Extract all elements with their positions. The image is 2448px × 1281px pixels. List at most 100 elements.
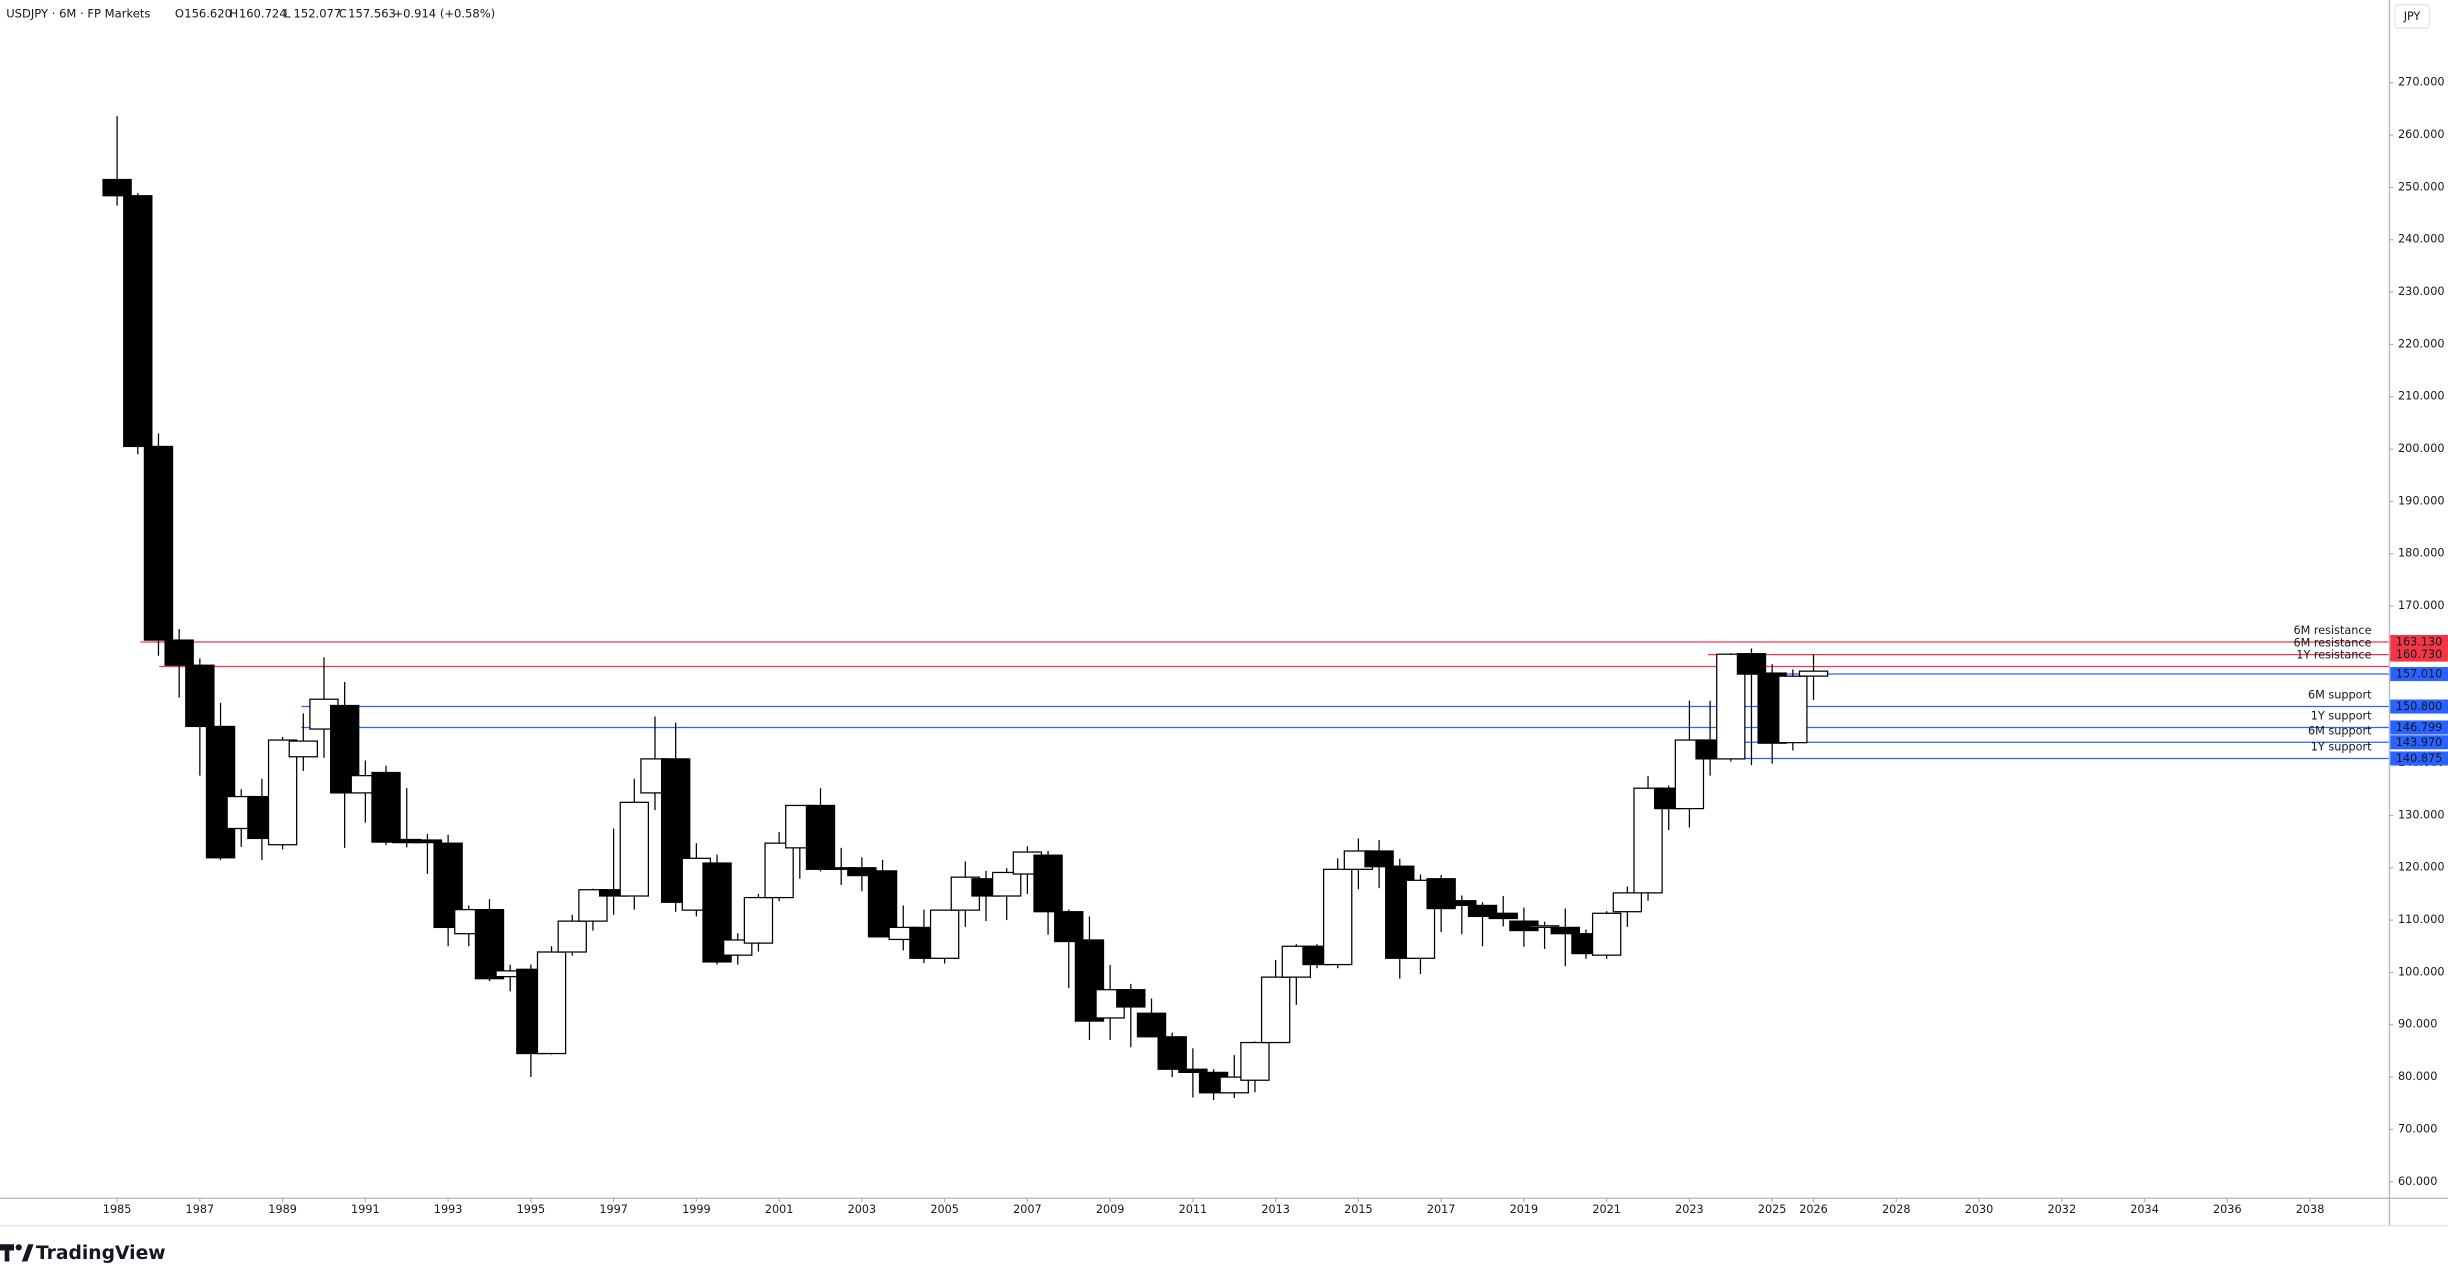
- currency-box[interactable]: [2394, 4, 2430, 29]
- x-tick-label: 2021: [1592, 1203, 1621, 1216]
- x-tick-label: 2026: [1799, 1203, 1828, 1216]
- candle-body: [1323, 868, 1353, 966]
- y-tick-label: 90.000: [2398, 1018, 2437, 1031]
- candle: [1054, 909, 1084, 989]
- candle: [743, 893, 774, 952]
- candle: [1240, 1041, 1270, 1093]
- candle-body: [1612, 892, 1643, 913]
- candle: [578, 888, 608, 931]
- y-tick-label: 210.000: [2398, 390, 2444, 403]
- x-tick-label: 2011: [1179, 1203, 1208, 1216]
- level-tag-label: 143.970: [2396, 736, 2442, 749]
- candle: [536, 946, 567, 1055]
- candle: [205, 702, 236, 860]
- candle: [185, 658, 215, 776]
- candle-body: [267, 739, 298, 846]
- x-tick-label: 1993: [434, 1203, 463, 1216]
- candle: [1488, 896, 1518, 927]
- candle-body: [723, 939, 753, 956]
- logo-text: TradingView: [36, 1243, 166, 1264]
- level-name: 6M resistance: [2293, 624, 2371, 637]
- candle-body: [1054, 911, 1084, 943]
- level-tag-label: 157.010: [2396, 668, 2442, 681]
- ohlc-key: O: [175, 7, 184, 21]
- x-tick-label: 2007: [1013, 1203, 1042, 1216]
- candle: [1612, 886, 1643, 927]
- candle-body: [164, 639, 194, 666]
- candle: [1591, 911, 1622, 959]
- x-tick-label: 2003: [848, 1203, 877, 1216]
- x-tick-label: 2019: [1510, 1203, 1539, 1216]
- level-tag-label: 140.875: [2396, 752, 2442, 765]
- y-tick-label: 190.000: [2398, 494, 2444, 507]
- candle-body: [557, 920, 587, 953]
- candle-body: [1136, 1012, 1167, 1038]
- candle-body: [1178, 1068, 1208, 1074]
- candle: [1529, 921, 1560, 949]
- logo-icon: [0, 1244, 34, 1262]
- candle-body: [536, 951, 567, 1055]
- candle: [1778, 669, 1808, 751]
- ohlc-key: H: [230, 7, 239, 21]
- x-tick-label: 2025: [1758, 1203, 1787, 1216]
- y-tick-label: 250.000: [2398, 180, 2444, 193]
- level-tag: [2390, 647, 2448, 662]
- candle: [1260, 959, 1291, 1044]
- x-tick-label: 2005: [930, 1203, 959, 1216]
- candle: [1219, 1055, 1249, 1099]
- candle-body: [1116, 989, 1146, 1008]
- y-tick-label: 170.000: [2398, 599, 2444, 612]
- ohlc-value: 156.620: [184, 7, 232, 21]
- candle: [867, 859, 898, 938]
- candle: [1323, 858, 1353, 969]
- candle: [123, 193, 153, 455]
- candle: [1074, 916, 1105, 1040]
- candle: [619, 778, 649, 910]
- y-tick-label: 80.000: [2398, 1070, 2437, 1083]
- level-tag: [2390, 667, 2448, 682]
- y-tick-label: 120.000: [2398, 861, 2444, 874]
- y-tick-label: 200.000: [2398, 442, 2444, 455]
- candle: [557, 914, 587, 956]
- x-tick-label: 2030: [1965, 1203, 1994, 1216]
- x-tick-label: 2001: [765, 1203, 794, 1216]
- candle-body: [1529, 925, 1560, 929]
- x-tick-label: 2034: [2130, 1203, 2159, 1216]
- y-tick-label: 100.000: [2398, 965, 2444, 978]
- level-name: 6M support: [2308, 689, 2372, 702]
- y-tick-label: 270.000: [2398, 76, 2444, 89]
- level-tag: [2390, 735, 2448, 750]
- x-tick-label: 2015: [1344, 1203, 1373, 1216]
- candle: [1798, 654, 1829, 700]
- candle-body: [1778, 675, 1808, 744]
- candle-body: [1219, 1076, 1249, 1094]
- y-tick-label: 180.000: [2398, 547, 2444, 560]
- currency[interactable]: JPY: [2403, 10, 2421, 23]
- y-tick-label: 240.000: [2398, 233, 2444, 246]
- candle: [143, 433, 174, 656]
- candle-body: [1488, 912, 1518, 920]
- level-tag-label: 150.800: [2396, 700, 2442, 713]
- y-tick-label: 220.000: [2398, 337, 2444, 350]
- level-tag: [2390, 634, 2448, 650]
- x-tick-label: 1985: [103, 1203, 132, 1216]
- x-tick-label: 1995: [517, 1203, 546, 1216]
- level-tag-label: 160.730: [2396, 648, 2442, 661]
- x-tick-label: 1999: [682, 1203, 711, 1216]
- candle-body: [185, 664, 215, 728]
- candle: [1550, 908, 1580, 967]
- candle: [992, 868, 1022, 921]
- y-tick-label: 230.000: [2398, 285, 2444, 298]
- x-tick-label: 2013: [1261, 1203, 1290, 1216]
- candle-body: [143, 445, 174, 641]
- level-name: 6M resistance: [2293, 637, 2371, 650]
- candle: [929, 909, 960, 964]
- candle-body: [371, 771, 401, 843]
- x-tick-label: 2023: [1675, 1203, 1704, 1216]
- level-tag: [2390, 720, 2448, 735]
- x-tick-label: 2038: [2296, 1203, 2325, 1216]
- candle: [1136, 998, 1167, 1038]
- symbol: USDJPY · 6M · FP Markets: [6, 7, 150, 21]
